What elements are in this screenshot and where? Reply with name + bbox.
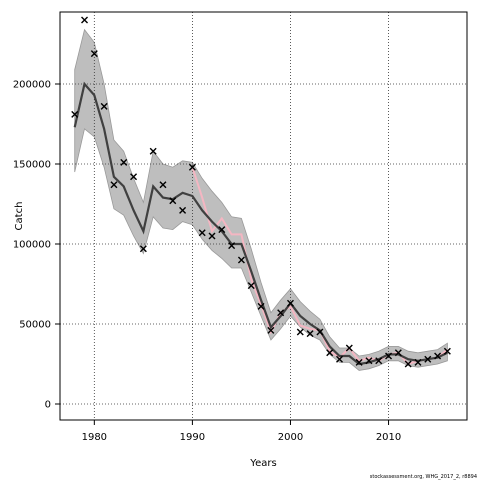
observed-point-2007 [355, 358, 363, 366]
observed-points-layer [71, 16, 451, 368]
observed-point-1985 [139, 245, 147, 253]
observed-point-1978 [71, 110, 79, 118]
observed-point-1987 [159, 181, 167, 189]
x-tick-label-1980: 1980 [82, 432, 107, 443]
confidence-band-layer [74, 28, 448, 371]
observed-point-1980 [90, 50, 98, 58]
x-tick-label-2010: 2010 [376, 432, 401, 443]
observed-point-1992 [208, 232, 216, 240]
observed-point-2011 [394, 349, 402, 357]
observed-point-1994 [228, 242, 236, 250]
observed-point-2015 [434, 352, 442, 360]
observed-point-1989 [179, 206, 187, 214]
observed-point-1990 [188, 163, 196, 171]
y-tick-label-100000: 100000 [13, 240, 51, 251]
estimated-catch-line [73, 81, 448, 366]
observed-point-2005 [336, 355, 344, 363]
observed-point-1983 [120, 158, 128, 166]
observed-point-2001 [296, 328, 304, 336]
observed-point-1993 [218, 226, 226, 234]
series-line-layer [73, 81, 449, 366]
observed-point-1997 [257, 302, 265, 310]
observed-point-1991 [198, 229, 206, 237]
observed-point-2009 [375, 357, 383, 365]
axis-ticks-layer: 1980 1990 2000 2010 0 50000 100000 150000 200000 [13, 80, 401, 444]
confidence-band [74, 28, 448, 371]
observed-point-1998 [267, 326, 275, 334]
x-tick-label-2000: 2000 [278, 432, 303, 443]
grid-layer [60, 12, 467, 420]
observed-point-1988 [169, 197, 177, 205]
observed-point-2014 [424, 355, 432, 363]
footer-source-note: stockassessment.org, WHG_2017_2, r8894 [370, 474, 477, 480]
observed-point-1995 [237, 256, 245, 264]
observed-point-1982 [110, 181, 118, 189]
observed-point-1984 [130, 173, 138, 181]
observed-point-1979 [81, 16, 89, 24]
observed-point-2012 [404, 360, 412, 368]
observed-point-2000 [286, 299, 294, 307]
observed-point-2010 [385, 352, 393, 360]
y-axis-title: Catch [14, 202, 25, 231]
plot-frame [59, 11, 468, 421]
y-tick-label-200000: 200000 [13, 80, 51, 91]
x-axis-title: Years [249, 458, 276, 469]
observed-point-2008 [365, 357, 373, 365]
observed-point-2016 [443, 347, 451, 355]
observed-point-2003 [316, 328, 324, 336]
observed-point-2013 [414, 358, 422, 366]
observed-point-2006 [345, 344, 353, 352]
observed-point-2002 [306, 330, 314, 338]
y-tick-label-0: 0 [45, 400, 51, 411]
y-tick-label-50000: 50000 [19, 320, 51, 331]
x-tick-label-1990: 1990 [180, 432, 205, 443]
observed-point-1996 [247, 282, 255, 290]
y-tick-label-150000: 150000 [13, 160, 51, 171]
observed-point-2004 [326, 349, 334, 357]
observed-point-1981 [100, 102, 108, 110]
observed-point-1986 [149, 147, 157, 155]
observed-point-1999 [277, 309, 285, 317]
